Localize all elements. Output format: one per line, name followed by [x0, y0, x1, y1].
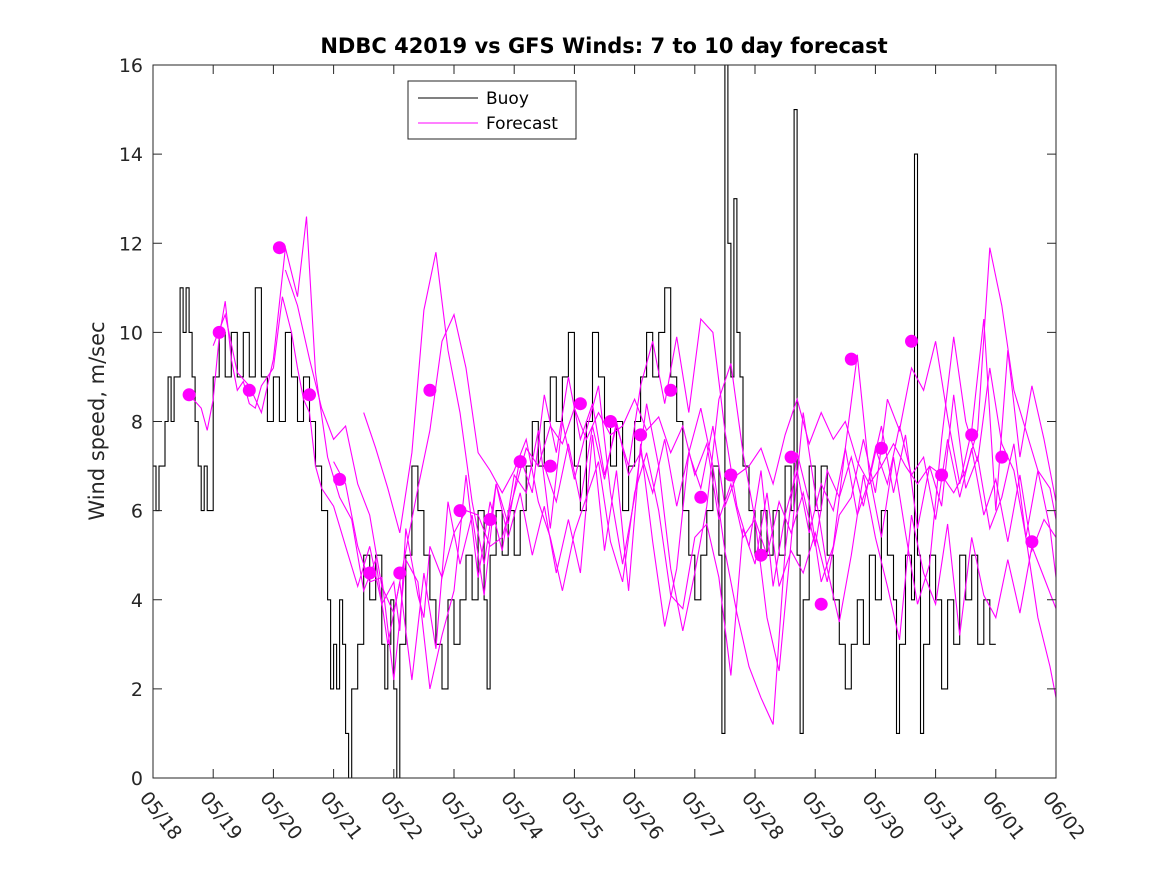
legend-forecast-label: Forecast — [486, 114, 558, 134]
forecast-marker-20 — [784, 450, 798, 464]
forecast-marker-25 — [935, 468, 949, 482]
y-axis-label: Wind speed, m/sec — [85, 321, 109, 520]
forecast-marker-15 — [634, 428, 648, 442]
y-tick-label: 10 — [119, 322, 143, 344]
forecast-marker-6 — [363, 566, 377, 580]
buoy-series-line — [153, 65, 996, 778]
forecast-marker-13 — [573, 397, 587, 411]
forecast-marker-4 — [303, 388, 316, 402]
forecast-marker-12 — [543, 459, 557, 473]
chart-title: NDBC 42019 vs GFS Winds: 7 to 10 day for… — [320, 34, 887, 58]
forecast-marker-16 — [664, 383, 678, 397]
legend-box — [407, 80, 577, 140]
y-tick-label: 2 — [131, 679, 143, 701]
forecast-marker-22 — [844, 352, 858, 366]
y-tick-label: 12 — [119, 233, 143, 255]
forecast-marker-5 — [333, 472, 347, 486]
forecast-marker-24 — [905, 334, 918, 348]
forecast-marker-28 — [1025, 535, 1039, 549]
forecast-marker-18 — [724, 468, 738, 482]
forecast-series-line-5 — [363, 252, 1056, 725]
forecast-marker-3 — [272, 241, 286, 255]
forecast-marker-26 — [965, 428, 979, 442]
y-tick-label: 16 — [119, 55, 143, 77]
forecast-series-line-2 — [212, 216, 1056, 681]
y-tick-label: 8 — [131, 412, 143, 434]
forecast-marker-8 — [423, 383, 437, 397]
y-tick-label: 6 — [131, 501, 143, 523]
y-tick-label: 14 — [119, 144, 143, 166]
y-tick-label: 4 — [131, 590, 143, 612]
legend-buoy-label: Buoy — [486, 89, 529, 109]
forecast-series-line-4 — [333, 363, 1056, 690]
plot-area — [152, 64, 1057, 779]
forecast-marker-14 — [604, 415, 617, 428]
forecast-marker-7 — [393, 566, 407, 580]
y-tick-label: 0 — [131, 768, 143, 790]
forecast-marker-19 — [754, 548, 768, 562]
forecast-marker-10 — [483, 513, 497, 526]
legend: Buoy Forecast — [407, 80, 577, 140]
y-axis: 0 2 4 6 8 10 12 14 16 — [119, 55, 1056, 790]
forecast-marker-23 — [874, 441, 888, 455]
forecast-marker-1 — [212, 325, 226, 339]
forecast-marker-0 — [182, 388, 196, 402]
forecast-marker-27 — [995, 450, 1009, 464]
forecast-series-line-1 — [188, 296, 1056, 631]
plot-series-layer — [153, 65, 1056, 778]
forecast-marker-21 — [814, 597, 828, 611]
forecast-marker-2 — [242, 383, 256, 397]
forecast-marker-11 — [513, 455, 527, 469]
forecast-marker-9 — [453, 504, 467, 518]
forecast-marker-17 — [694, 490, 708, 504]
